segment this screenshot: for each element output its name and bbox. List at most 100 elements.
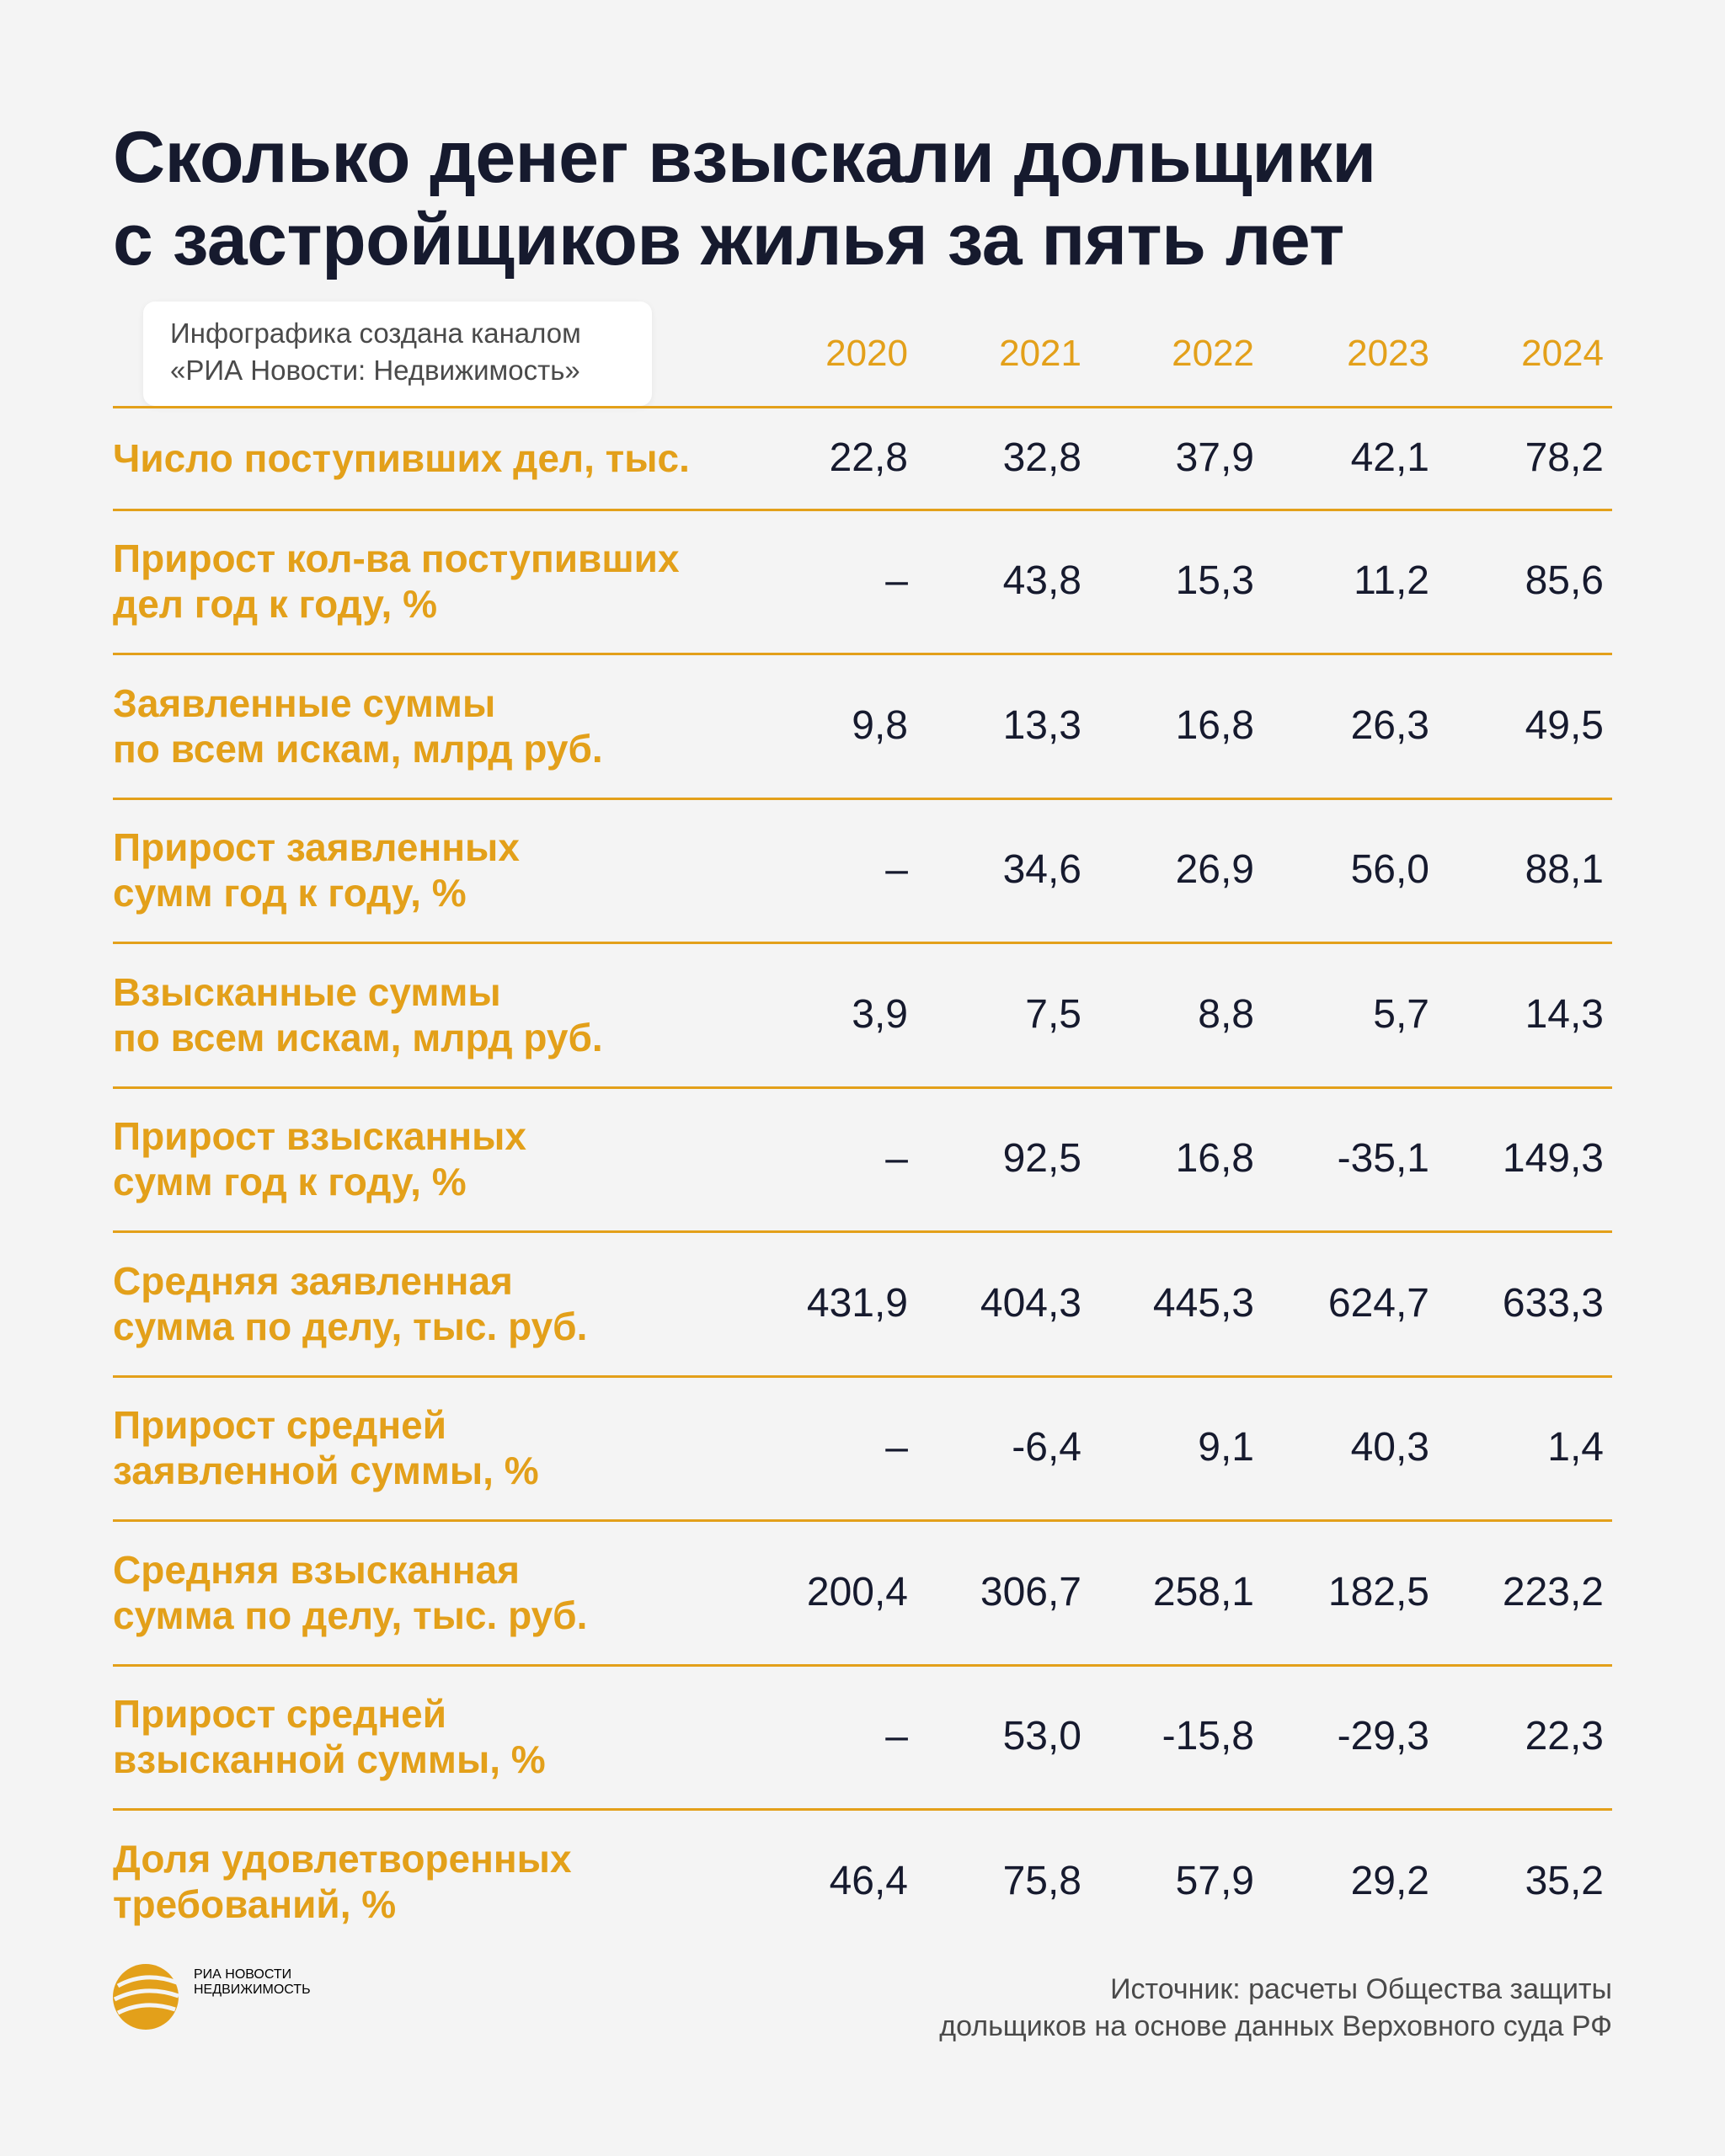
row-label: Прирост заявленных [113,825,520,869]
row-label: Прирост кол-ва поступивших [113,536,680,580]
row-label: Прирост средней [113,1692,447,1736]
row-rule [113,1374,1612,1378]
cell: 35,2 [1525,1858,1604,1903]
cell: 49,5 [1525,702,1604,748]
cell: 37,9 [1175,435,1254,480]
row-label: взысканной суммы, % [113,1737,546,1781]
cell: 1,4 [1547,1425,1604,1470]
row-label: Заявленные суммы [113,680,496,725]
cell: – [885,558,908,603]
header-rule [113,406,1612,408]
cell: 200,4 [806,1569,908,1614]
row-label: Средняя взысканная [113,1547,520,1592]
cell: 14,3 [1525,991,1604,1037]
title-line: с застройщиков жилья за пять лет [113,200,1344,280]
cell: 5,7 [1373,991,1429,1037]
row-label: Взысканные суммы [113,969,501,1014]
cell: 306,7 [980,1569,1081,1614]
cell: 624,7 [1327,1280,1429,1326]
row-label: Прирост средней [113,1403,447,1447]
row-label: Число поступивших дел, тыс. [113,436,690,480]
logo-line: РИА НОВОСТИ [194,1967,292,1982]
cell: -6,4 [1012,1425,1081,1470]
cell: 9,1 [1198,1425,1254,1470]
cell: 404,3 [980,1280,1081,1326]
cell: 53,0 [1002,1714,1081,1758]
cell: 431,9 [806,1280,908,1326]
logo-line: НЕДВИЖИМОСТЬ [194,1983,311,1997]
cell: 223,2 [1502,1569,1604,1614]
row-rule [113,1519,1612,1522]
source-line: Источник: расчеты Общества защиты [1110,1973,1612,2005]
row-label: сумма по делу, тыс. руб. [113,1593,588,1637]
column-header: 2023 [1347,333,1429,374]
row-label: дел год к году, % [113,582,438,626]
row-rule [113,653,1612,655]
cell: 7,5 [1025,991,1081,1037]
note-line: Инфографика создана каналом [170,318,581,349]
note-line: «РИА Новости: Недвижимость» [170,355,580,386]
row-label: по всем искам, млрд руб. [113,1015,603,1059]
title-line: Сколько денег взыскали дольщики [113,117,1376,198]
cell: 13,3 [1002,702,1081,748]
row-rule [113,1086,1612,1089]
cell: -35,1 [1337,1136,1429,1181]
cell: 43,8 [1002,558,1081,603]
cell: 11,2 [1354,558,1429,603]
row-rule [113,797,1612,800]
cell: 56,0 [1350,847,1429,892]
cell: 149,3 [1502,1136,1604,1181]
cell: 75,8 [1002,1858,1081,1903]
cell: – [885,1425,908,1470]
cell: 16,8 [1175,1136,1254,1181]
cell: -29,3 [1337,1714,1429,1758]
title: Сколько денег взыскали дольщики с застрой… [113,116,1376,281]
cell: 78,2 [1525,435,1604,480]
row-label: сумм год к году, % [113,1160,467,1203]
note-box: Инфографика создана каналом «РИА Новости:… [143,302,652,406]
cell: 34,6 [1002,847,1081,892]
cell: – [885,1714,908,1758]
cell: 16,8 [1175,702,1254,748]
row-rule [113,1808,1612,1811]
cell: 57,9 [1175,1858,1254,1903]
cell: 29,2 [1350,1858,1429,1903]
row-label: Средняя заявленная [113,1258,513,1303]
cell: 92,5 [1002,1136,1081,1181]
cell: 46,4 [829,1858,908,1903]
cell: 42,1 [1350,435,1429,480]
cell: 258,1 [1152,1569,1254,1614]
cell: 26,3 [1350,702,1429,748]
row-label: заявленной суммы, % [113,1449,539,1492]
source-line: дольщиков на основе данных Верховного су… [939,2010,1612,2042]
cell: 22,3 [1525,1714,1604,1758]
cell: 3,9 [852,991,908,1037]
column-header: 2020 [825,333,908,374]
row-rule [113,1663,1612,1667]
row-label: сумма по делу, тыс. руб. [113,1304,588,1348]
row-label: требований, % [113,1881,397,1926]
source: Источник: расчеты Общества защиты дольщик… [939,1971,1612,2045]
row-label: Доля удовлетворенных [113,1836,572,1881]
row-label: по всем искам, млрд руб. [113,726,603,771]
cell: – [885,847,908,892]
cell: 445,3 [1152,1280,1254,1326]
cell: – [885,1136,908,1181]
logo-text: РИА НОВОСТИ НЕДВИЖИМОСТЬ [194,1967,311,1998]
cell: 15,3 [1175,558,1254,603]
row-rule [113,509,1612,511]
cell: 633,3 [1502,1280,1604,1326]
column-header: 2024 [1521,333,1604,374]
cell: 32,8 [1002,435,1081,480]
row-label: Прирост взысканных [113,1114,526,1158]
cell: 40,3 [1350,1425,1429,1470]
cell: 182,5 [1327,1569,1429,1614]
column-header: 2021 [999,333,1081,374]
cell: 88,1 [1525,847,1604,892]
row-rule [113,1230,1612,1233]
cell: 8,8 [1198,991,1254,1037]
cell: 22,8 [829,435,908,480]
cell: 9,8 [852,702,908,748]
cell: -15,8 [1162,1714,1254,1758]
